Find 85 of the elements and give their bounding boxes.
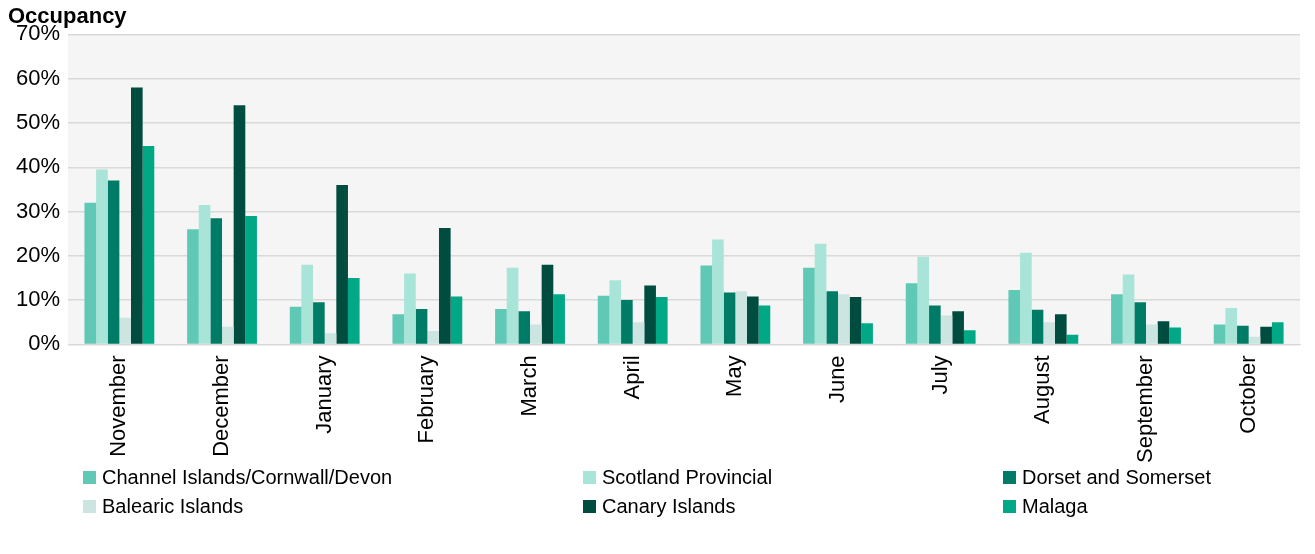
bar [814,243,827,344]
bar [142,146,155,344]
bar [905,283,918,344]
bar [1237,325,1249,344]
y-tick-label: 10% [15,286,61,312]
bar [107,180,120,344]
y-tick-label: 20% [15,241,61,267]
bar [712,239,724,344]
bar [131,87,143,344]
x-tick-label: November [105,355,131,457]
bar [210,218,223,344]
bar [313,302,325,344]
bar [392,314,405,344]
x-tick-label: August [1029,355,1055,424]
bar [963,330,976,344]
bar [84,202,97,344]
bar [723,292,736,344]
bar [187,229,199,344]
bar [1122,274,1135,344]
bar [1020,252,1032,344]
bar [301,264,314,344]
bar [644,285,656,344]
legend-label: Balearic Islands [102,495,244,518]
bar [700,265,713,344]
bar [1157,321,1170,344]
bar [404,273,416,344]
legend-label: Channel Islands/Cornwall/Devon [102,466,393,489]
bar [917,256,930,344]
x-tick-label: February [413,355,439,444]
x-tick-label: September [1132,355,1158,464]
bar [746,296,759,344]
bar [1213,324,1226,344]
bar [1271,322,1284,344]
bar [929,305,941,344]
x-tick-label: June [824,355,850,404]
bar [1031,309,1044,344]
bar [541,264,554,344]
legend-label: Malaga [1022,495,1088,518]
bar [849,297,862,344]
bar [1260,326,1272,344]
bar [1054,314,1067,344]
bar [347,277,360,344]
y-tick-label: 30% [15,197,61,223]
bar [621,300,633,344]
bar [826,291,839,344]
bar [952,311,964,344]
bar [233,105,246,344]
y-tick-label: 50% [15,109,61,135]
x-tick-label: January [310,355,336,434]
bar [1008,289,1021,344]
bar [597,295,610,344]
bar [289,306,302,344]
bar [245,215,257,344]
bar [1066,334,1079,344]
bar [1225,308,1238,344]
x-tick-label: July [926,355,952,395]
y-tick-label: 0% [28,330,61,356]
x-tick-label: March [516,355,542,417]
legend-label: Canary Islands [602,495,736,518]
x-tick-label: May [721,355,747,397]
bar [96,169,108,344]
bar [803,267,815,344]
bar [198,204,211,344]
x-tick-label: December [208,355,234,457]
bar [506,267,519,344]
bar [655,297,668,344]
bar [553,294,565,344]
bar [1169,327,1181,344]
bar [1111,294,1123,344]
bar [1134,302,1146,344]
bar [495,308,507,344]
x-tick-label: October [1234,355,1260,434]
bar [450,296,463,344]
bar [438,227,451,344]
bar [861,323,873,344]
bar [336,184,348,344]
bar [518,311,531,344]
x-tick-label: April [618,355,644,400]
bar [609,280,622,344]
legend-label: Scotland Provincial [602,466,773,489]
y-tick-label: 40% [15,153,61,179]
y-tick-label: 60% [15,64,61,90]
bar [758,305,771,344]
legend-label: Dorset and Somerset [1022,466,1211,489]
bar [415,308,428,344]
